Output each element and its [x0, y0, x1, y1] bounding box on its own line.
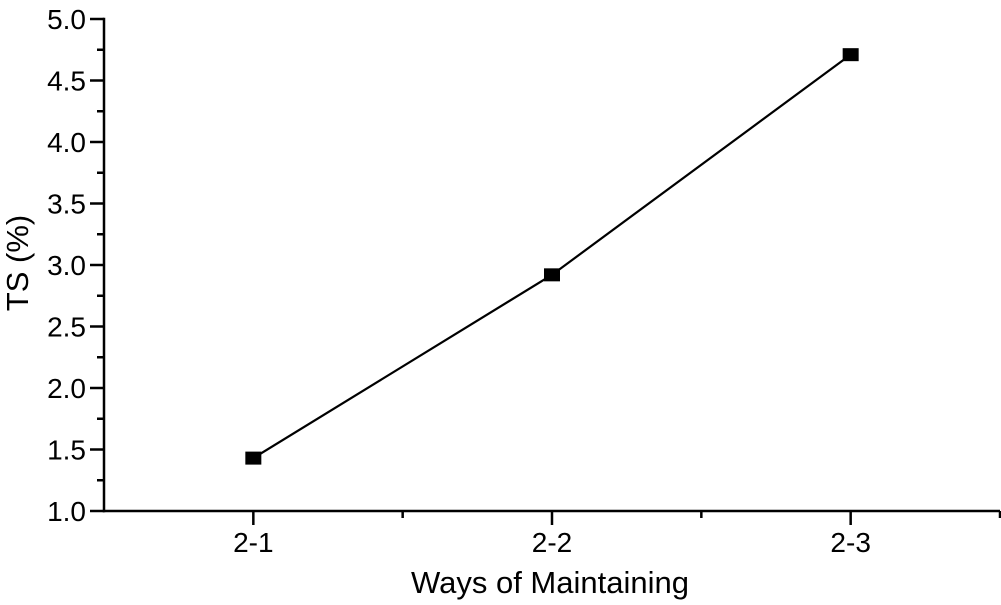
data-series — [245, 48, 859, 465]
y-major-ticks — [90, 17, 104, 513]
y-tick-label: 2.5 — [47, 312, 86, 343]
x-major-ticks — [252, 511, 852, 525]
data-point-marker — [245, 451, 262, 465]
y-tick-label: 1.0 — [47, 496, 86, 527]
y-minor-ticks — [97, 48, 104, 482]
y-tick-label: 2.0 — [47, 373, 86, 404]
series-line — [252, 53, 852, 460]
x-tick-label: 2-2 — [532, 527, 572, 558]
y-axis-label: TS (%) — [0, 215, 35, 311]
x-tick-labels: 2-1 2-2 2-3 — [233, 527, 871, 558]
y-tick-label: 5.0 — [47, 4, 86, 35]
x-axis-label: Ways of Maintaining — [411, 565, 689, 600]
y-tick-label: 3.5 — [47, 189, 86, 220]
y-tick-label: 3.0 — [47, 250, 86, 281]
x-tick-label: 2-3 — [830, 527, 870, 558]
data-point-marker — [842, 48, 859, 62]
y-tick-label: 1.5 — [47, 435, 86, 466]
y-tick-label: 4.5 — [47, 66, 86, 97]
y-tick-labels: 1.0 1.5 2.0 2.5 3.0 3.5 4.0 4.5 5.0 — [47, 4, 86, 527]
data-point-marker — [544, 268, 560, 282]
y-tick-label: 4.0 — [47, 127, 86, 158]
x-tick-label: 2-1 — [233, 527, 273, 558]
